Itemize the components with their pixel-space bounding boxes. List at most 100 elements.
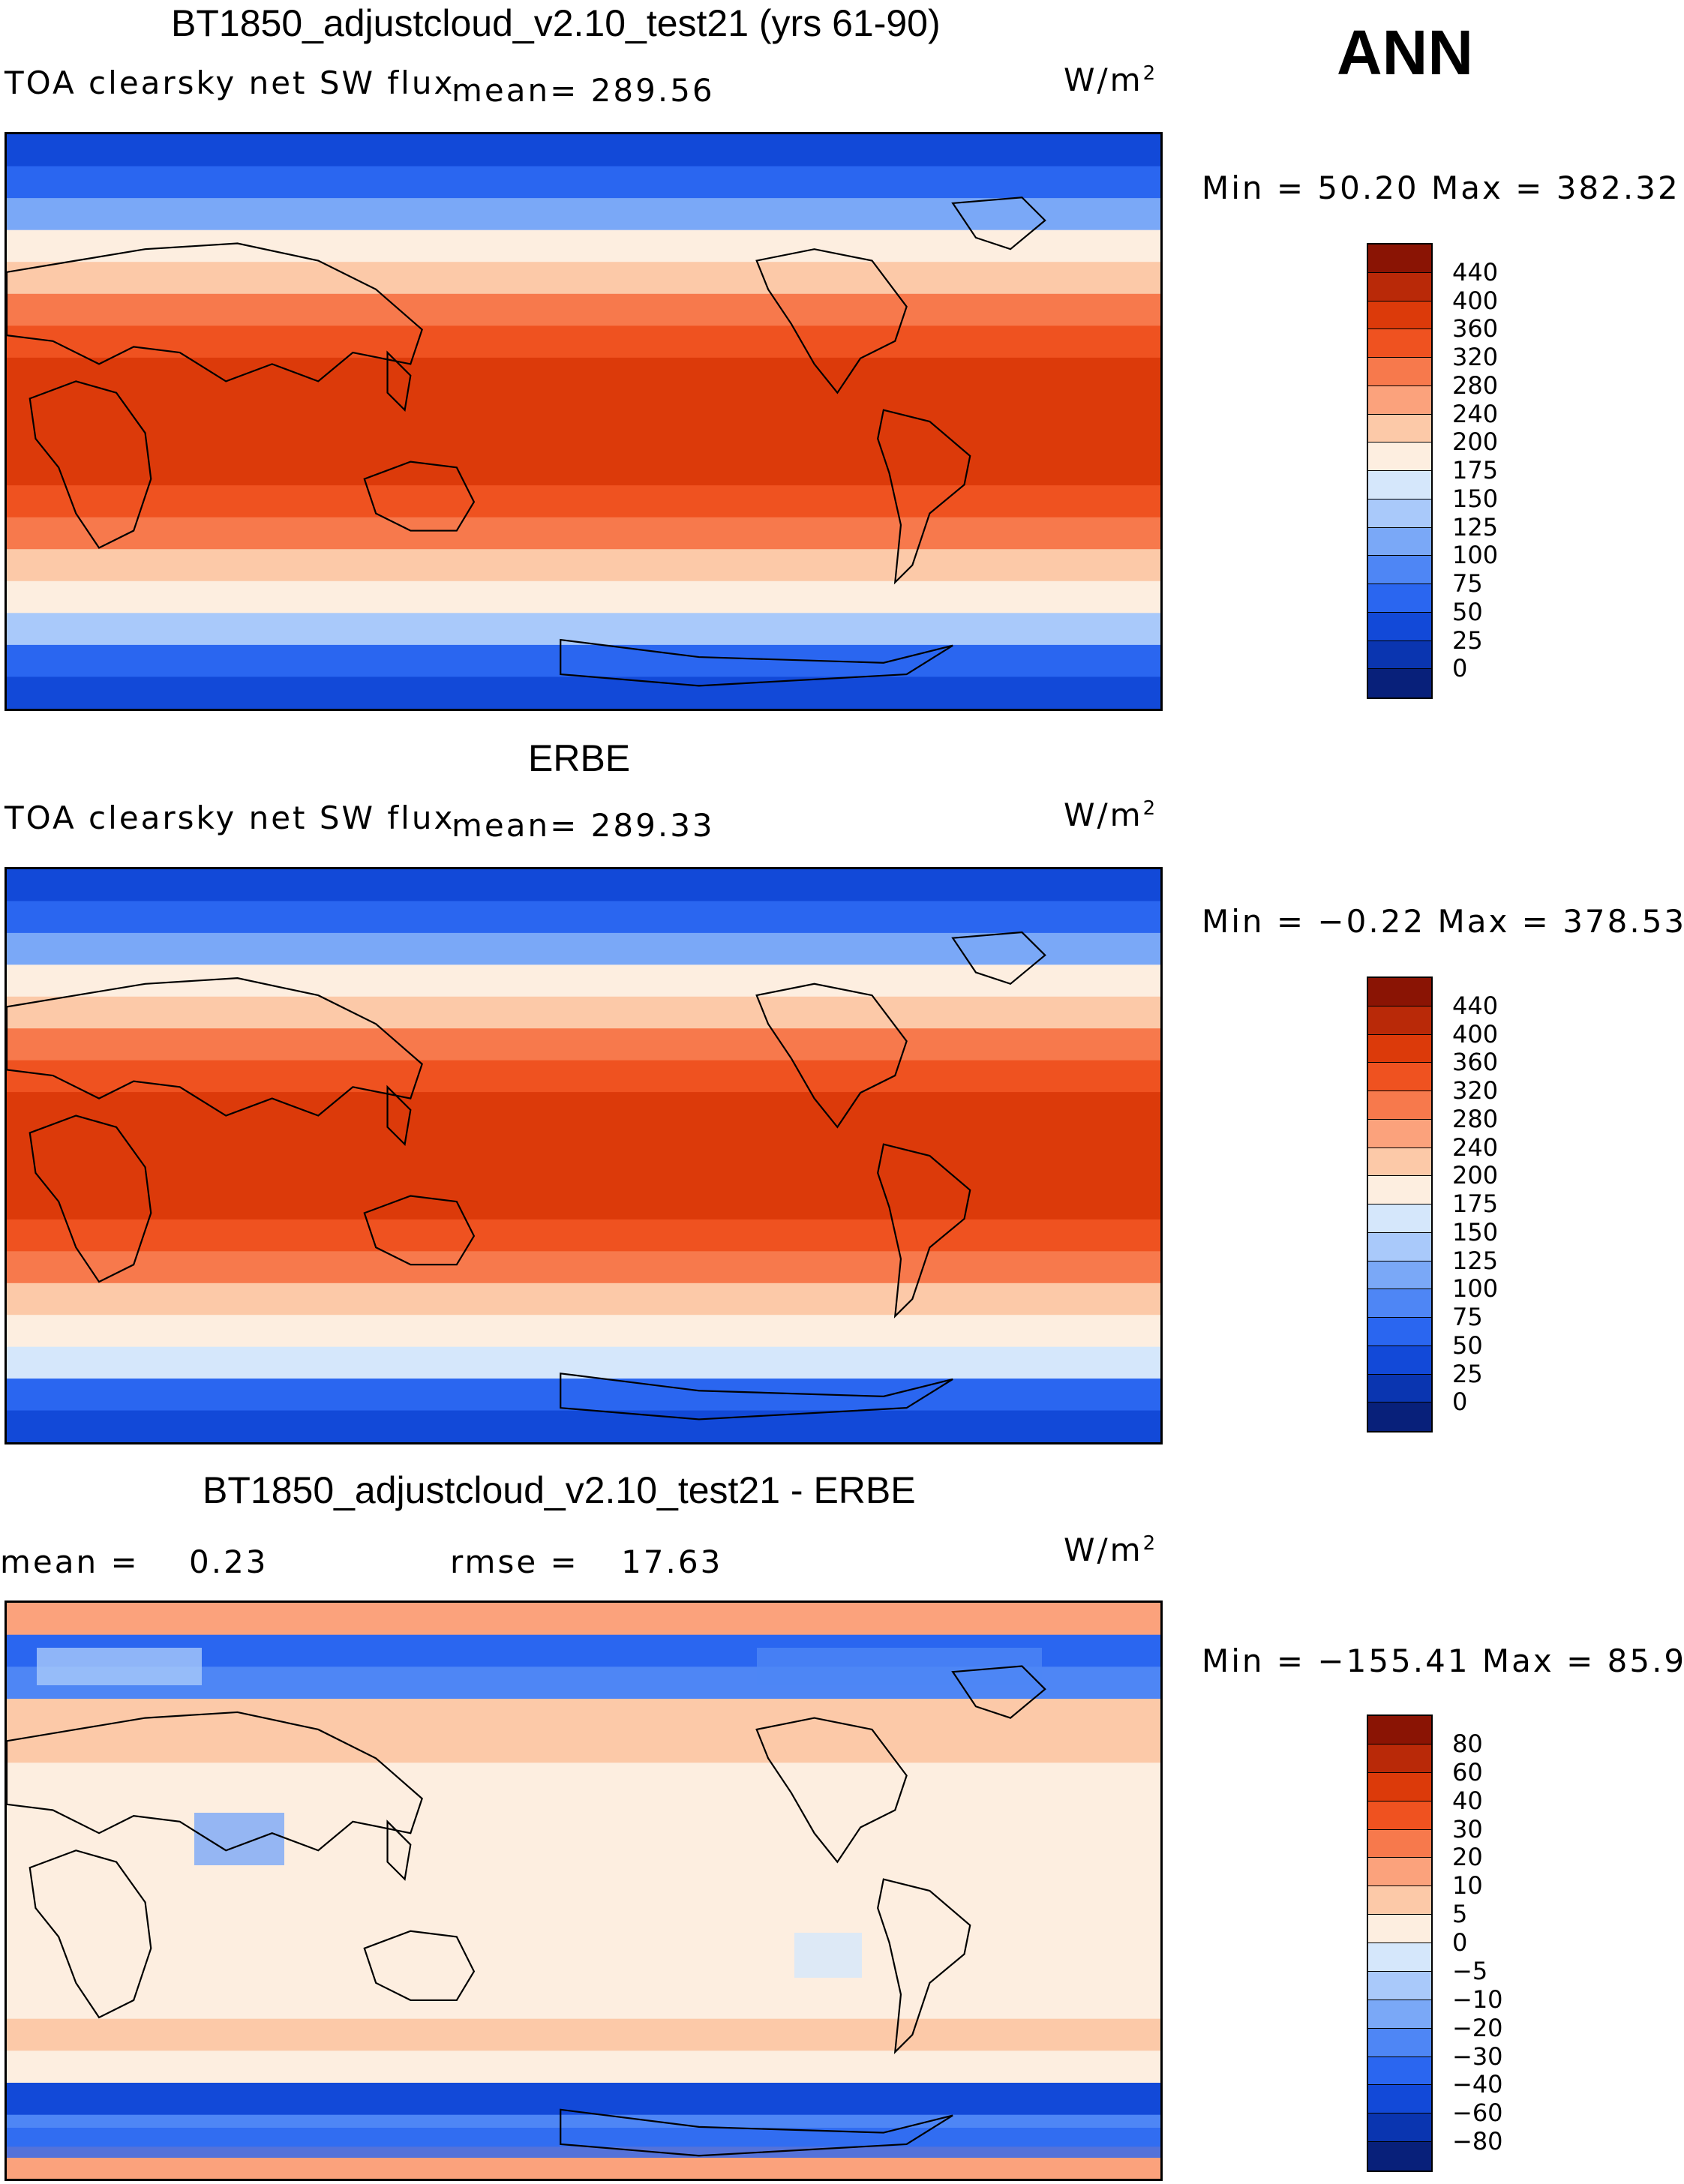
colorbar2-swatch-5 [1368, 1261, 1431, 1290]
map3-coastline-0 [30, 1850, 151, 2018]
panel3-rmse: rmse = 17.63 [450, 1544, 722, 1580]
colorbar1-swatch-9 [1368, 414, 1431, 443]
map2-band-9 [7, 1156, 1160, 1189]
colorbar1-swatch-14 [1368, 272, 1431, 302]
colorbar1-tick-2: 360 [1452, 314, 1499, 344]
colorbar3-tick-12: −40 [1452, 2070, 1503, 2099]
colorbar1-swatch-8 [1368, 442, 1431, 471]
colorbar3-swatch-12 [1368, 1801, 1431, 1830]
colorbar2-swatch-8 [1368, 1176, 1431, 1204]
colorbar1-tick-14: 0 [1452, 654, 1468, 683]
colorbar2-tick-14: 0 [1452, 1388, 1468, 1417]
panel3-units: W/m2 [1064, 1532, 1157, 1568]
map1-band-2 [7, 198, 1160, 231]
map2-band-7 [7, 1092, 1160, 1125]
colorbar1-swatch-6 [1368, 499, 1431, 528]
panel3-map-svg [7, 1603, 1160, 2179]
colorbar2-swatch-15 [1368, 978, 1431, 1006]
map2-band-5 [7, 1028, 1160, 1061]
colorbar1-swatch-11 [1368, 358, 1431, 386]
panel3-colorbar [1367, 1714, 1433, 2172]
panel1-map [5, 132, 1163, 711]
map2-coastline-1 [7, 978, 422, 1115]
colorbar2-tick-7: 175 [1452, 1190, 1499, 1218]
colorbar1-tick-4: 280 [1452, 370, 1499, 400]
colorbar2-swatch-9 [1368, 1148, 1431, 1177]
colorbar2-swatch-3 [1368, 1318, 1431, 1346]
map1-band-1 [7, 166, 1160, 200]
colorbar3-tick-3: 30 [1452, 1814, 1483, 1844]
panel1-mean-value: 289.56 [590, 72, 715, 109]
map3-anomaly-3 [794, 1933, 862, 1978]
map3-band-8 [7, 1858, 1160, 1892]
map3-anomaly-1 [757, 1648, 1042, 1685]
panel2-mean-value: 289.33 [590, 807, 715, 844]
colorbar2-swatch-13 [1368, 1034, 1431, 1064]
colorbar2-swatch-11 [1368, 1091, 1431, 1120]
colorbar1-tick-5: 240 [1452, 399, 1499, 428]
colorbar3-tick-14: −80 [1452, 2127, 1503, 2156]
panel2-variable: TOA clearsky net SW flux [5, 800, 455, 836]
map2-band-2 [7, 932, 1160, 966]
panel1-units: W/m2 [1064, 62, 1157, 98]
map1-band-15 [7, 613, 1160, 646]
colorbar3-tick-9: −10 [1452, 1984, 1503, 2014]
map3-band-13 [7, 2018, 1160, 2052]
colorbar3-tick-6: 5 [1452, 1900, 1468, 1929]
panel3-units-text: W/m [1064, 1532, 1143, 1568]
colorbar1-swatch-1 [1368, 640, 1431, 670]
map2-band-11 [7, 1219, 1160, 1252]
map3-coastline-3 [365, 1931, 474, 2000]
colorbar1-tick-13: 25 [1452, 626, 1483, 655]
colorbar1-swatch-12 [1368, 329, 1431, 358]
panel2-title: ERBE [528, 737, 631, 779]
panel3-rmse-label: rmse = [450, 1544, 579, 1580]
colorbar3-swatch-14 [1368, 1744, 1431, 1773]
colorbar3-tick-4: 20 [1452, 1843, 1483, 1872]
panel2-mean-label: mean= [452, 807, 579, 844]
map3-band-4 [7, 1730, 1160, 1764]
colorbar2-tick-4: 280 [1452, 1104, 1499, 1133]
panel1-map-svg [7, 134, 1160, 709]
colorbar1-swatch-15 [1368, 244, 1431, 273]
map3-coastline-2 [388, 1822, 411, 1880]
map3-band-0 [7, 1603, 1160, 1636]
map1-band-0 [7, 134, 1160, 167]
map2-coastline-3 [365, 1196, 474, 1264]
panel3-mean: mean = 0.23 [0, 1544, 269, 1580]
panel3-title: BT1850_adjustcloud_v2.10_test21 - ERBE [203, 1469, 916, 1511]
map3-band-7 [7, 1826, 1160, 1860]
map1-coastline-5 [878, 410, 970, 583]
colorbar1-tick-11: 75 [1452, 569, 1483, 598]
colorbar3-swatch-6 [1368, 1971, 1431, 2000]
colorbar1-swatch-10 [1368, 386, 1431, 415]
map1-band-4 [7, 262, 1160, 295]
colorbar3-tick-0: 80 [1452, 1729, 1483, 1758]
map2-coastline-4 [757, 984, 907, 1127]
map3-band-6 [7, 1795, 1160, 1828]
colorbar3-swatch-2 [1368, 2085, 1431, 2114]
panel2-units: W/m2 [1064, 796, 1157, 833]
map1-coastline-3 [365, 462, 474, 531]
colorbar2-swatch-4 [1368, 1289, 1431, 1318]
panel2-map [5, 867, 1163, 1444]
map3-coastlines [7, 1666, 1045, 2156]
colorbar1-swatch-4 [1368, 556, 1431, 584]
map2-coastline-5 [878, 1144, 970, 1316]
colorbar3-swatch-3 [1368, 2056, 1431, 2086]
panel2-map-svg [7, 869, 1160, 1442]
colorbar2-tick-12: 50 [1452, 1330, 1483, 1360]
colorbar2-tick-8: 150 [1452, 1217, 1499, 1246]
colorbar3-tick-8: −5 [1452, 1956, 1488, 1985]
panel3-rmse-value: 17.63 [621, 1544, 723, 1580]
map2-band-17 [7, 1410, 1160, 1442]
colorbar3-swatch-0 [1368, 2142, 1431, 2170]
map1-coastline-7 [560, 640, 953, 686]
colorbar2-tick-13: 25 [1452, 1359, 1483, 1388]
map2-coastline-0 [30, 1116, 151, 1282]
map3-band-14 [7, 2050, 1160, 2084]
colorbar2-swatch-2 [1368, 1346, 1431, 1375]
colorbar3-tick-11: −30 [1452, 2042, 1503, 2071]
map1-coastline-6 [953, 197, 1045, 249]
map1-coastline-1 [7, 244, 422, 382]
